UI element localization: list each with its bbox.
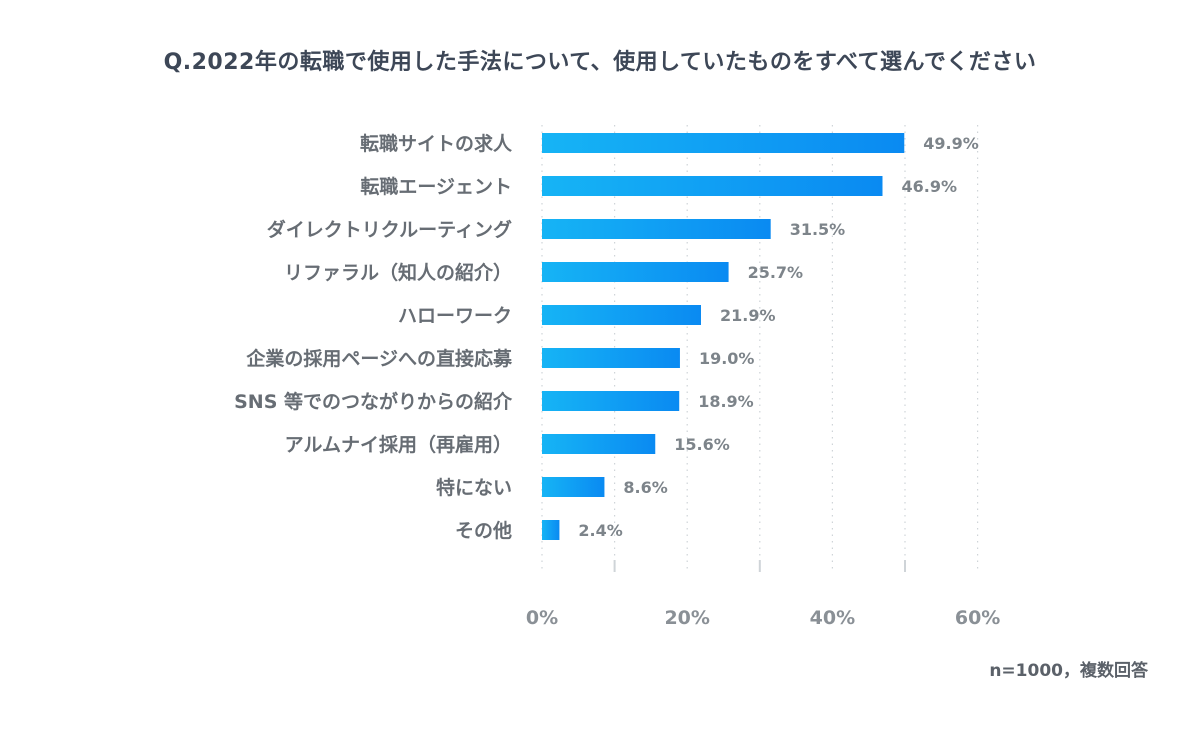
grid-layer [541,125,979,572]
bar [542,219,771,239]
value-label: 31.5% [790,220,846,239]
category-label: ダイレクトリクルーティング [267,218,512,241]
value-label: 15.6% [674,435,730,454]
bar [542,305,701,325]
category-label: その他 [455,519,512,542]
value-label: 46.9% [901,177,957,196]
category-label: 転職サイトの求人 [360,132,513,155]
x-tick-label: 20% [664,607,709,629]
bar-layer [542,133,905,540]
value-label: 18.9% [698,392,754,411]
bar [542,434,656,454]
x-tick-label: 60% [955,607,1000,629]
bar [542,262,729,282]
value-label: 8.6% [623,478,667,497]
bar [542,176,883,196]
category-label: 企業の採用ページへの直接応募 [245,347,513,370]
category-label: 転職エージェント [360,175,512,198]
bar [542,477,605,497]
value-label: 25.7% [748,263,804,282]
x-tick-label: 0% [526,607,558,629]
bar [542,348,680,368]
category-label: リファラル（知人の紹介） [284,261,512,284]
x-tick-label: 40% [810,607,855,629]
chart-title: Q.2022年の転職で使用した手法について、使用していたものをすべて選んでくださ… [163,50,1037,75]
category-label: 特にない [436,477,512,499]
value-label: 2.4% [578,521,622,540]
bar [542,391,680,411]
bar [542,520,560,540]
value-label: 19.0% [699,349,755,368]
category-label: アルムナイ採用（再雇用） [285,433,512,456]
value-label: 49.9% [923,134,979,153]
category-label: SNS 等でのつながりからの紹介 [234,390,513,413]
category-label: ハローワーク [398,305,512,327]
label-layer: 0% 20% 40% 60% 転職サイトの求人 49.9% 転職エージェント 46.9% ダイレ… [234,132,1000,629]
value-label: 21.9% [720,306,776,325]
sample-note: n=1000，複数回答 [989,661,1148,681]
bar [542,133,905,153]
